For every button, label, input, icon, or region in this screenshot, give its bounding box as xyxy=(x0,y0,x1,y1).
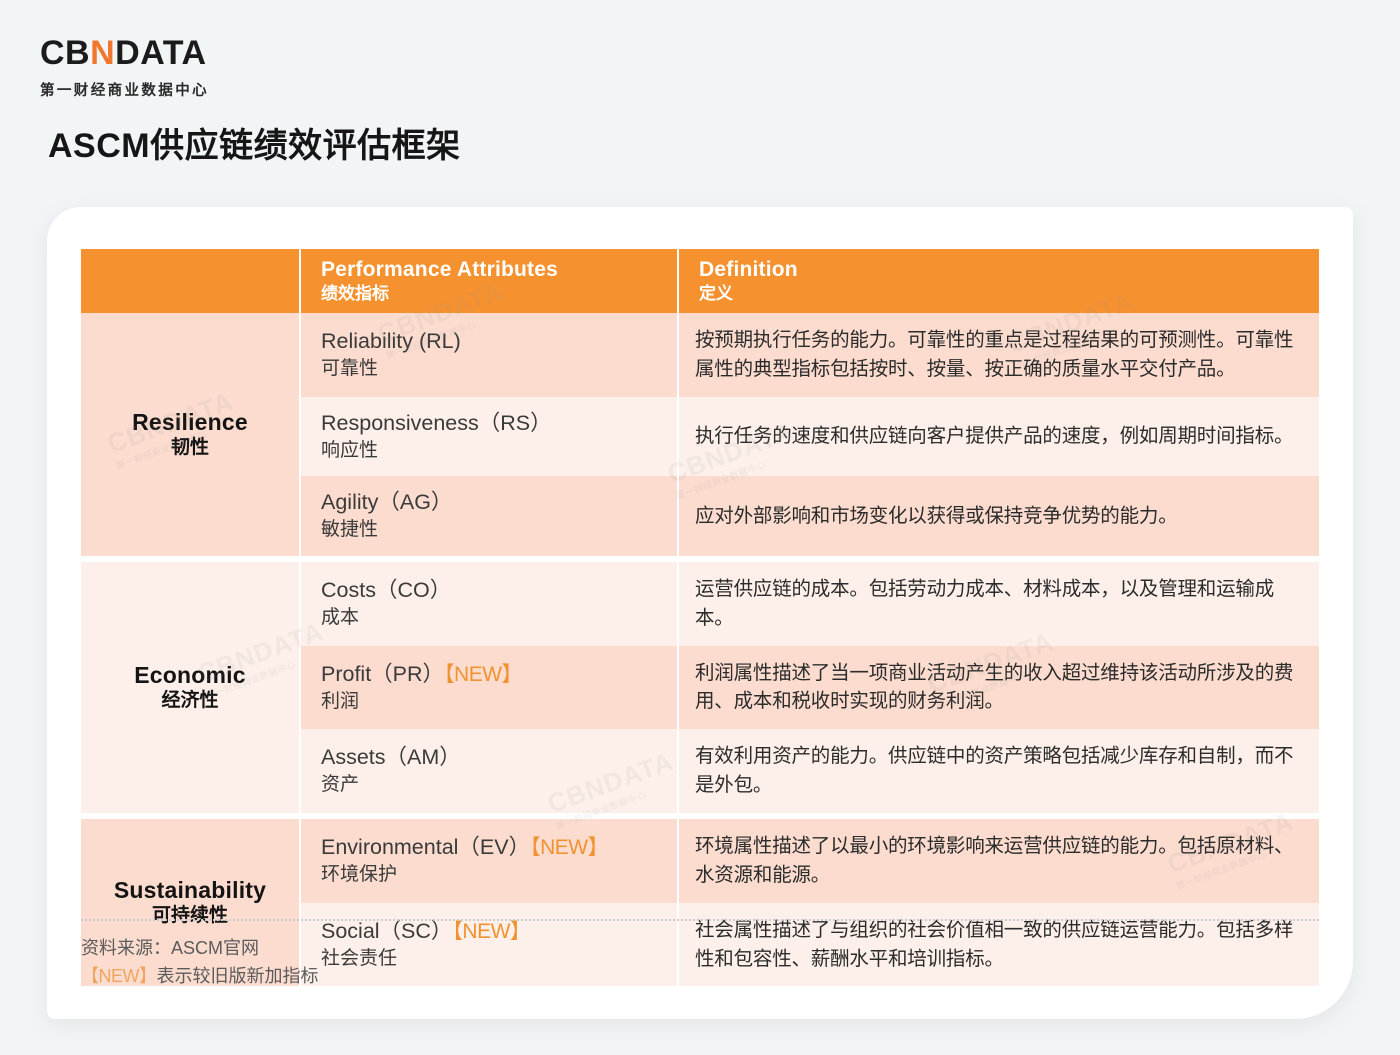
attribute-name-cn: 成本 xyxy=(321,606,360,628)
new-badge: 【NEW】 xyxy=(444,662,523,686)
definition-cell-assets: 有效利用资产的能力。供应链中的资产策略包括减少库存和自制，而不是外包。 xyxy=(677,729,1319,814)
attribute-cell-costs: Costs（CO） 成本 xyxy=(299,561,678,646)
header-definition-en: Definition xyxy=(699,258,798,281)
logo-word-part2: DATA xyxy=(115,34,207,72)
attribute-name-cn: 社会责任 xyxy=(321,947,398,969)
content-card: Performance Attributes 绩效指标 Definition 定… xyxy=(47,207,1353,1019)
definition-cell-reliability: 按预期执行任务的能力。可靠性的重点是过程结果的可预测性。可靠性属性的典型指标包括… xyxy=(677,313,1319,397)
attribute-name-cn: 可靠性 xyxy=(321,358,379,380)
category-label-cn: 可持续性 xyxy=(151,905,228,927)
definition-cell-costs: 运营供应链的成本。包括劳动力成本、材料成本，以及管理和运输成本。 xyxy=(677,561,1319,646)
footer-source: 资料来源：ASCM官网 【NEW】表示较旧版新加指标 xyxy=(81,935,319,991)
attribute-name-en: Agility（AG） xyxy=(321,490,453,515)
attribute-cell-assets: Assets（AM） 资产 xyxy=(299,729,678,814)
category-cell-resilience: Resilience 韧性 xyxy=(81,313,300,556)
definition-cell-responsiveness: 执行任务的速度和供应链向客户提供产品的速度，例如周期时间指标。 xyxy=(677,396,1319,477)
attribute-name-en: Environmental（EV）【NEW】 xyxy=(321,835,609,860)
attribute-name-en: Costs（CO） xyxy=(321,577,452,602)
performance-attributes-table: Performance Attributes 绩效指标 Definition 定… xyxy=(81,249,1319,987)
attribute-name-cn: 响应性 xyxy=(321,439,379,461)
footer-divider xyxy=(81,919,1319,921)
attribute-name-cn: 资产 xyxy=(321,774,360,796)
definition-cell-agility: 应对外部影响和市场变化以获得或保持竞争优势的能力。 xyxy=(677,476,1319,556)
category-label-cn: 韧性 xyxy=(170,437,209,459)
attribute-name-cn: 环境保护 xyxy=(321,864,398,886)
table-row: Resilience 韧性 Reliability (RL) 可靠性 按预期执行… xyxy=(81,313,1319,556)
definition-cell-environmental: 环境属性描述了以最小的环境影响来运营供应链的能力。包括原材料、水资源和能源。 xyxy=(677,819,1319,903)
header-definition-cn: 定义 xyxy=(699,283,733,303)
attribute-name-en: Assets（AM） xyxy=(321,745,461,770)
table-row: Sustainability 可持续性 Environmental（EV）【NE… xyxy=(81,819,1319,987)
source-line: 资料来源：ASCM官网 xyxy=(81,938,260,958)
new-badge: 【NEW】 xyxy=(530,836,609,860)
category-label-cn: 经济性 xyxy=(161,690,219,712)
attribute-cell-responsiveness: Responsiveness（RS） 响应性 xyxy=(299,396,678,477)
category-label-en: Resilience xyxy=(132,409,248,436)
legend-text: 表示较旧版新加指标 xyxy=(156,965,319,986)
logo-wordmark: CBNDATA xyxy=(40,36,209,70)
cbndata-logo: CBNDATA 第一财经商业数据中心 xyxy=(40,36,209,100)
header-attributes-cn: 绩效指标 xyxy=(321,283,389,303)
table-row: Profit（PR）【NEW】 利润 利润属性描述了当一项商业活动产生的收入超过… xyxy=(81,645,1319,730)
table-row: Agility（AG） 敏捷性 应对外部影响和市场变化以获得或保持竞争优势的能力… xyxy=(81,476,1319,556)
page-title: ASCM供应链绩效评估框架 xyxy=(48,127,461,165)
attribute-name-en: Responsiveness（RS） xyxy=(321,410,552,435)
definition-cell-social: 社会属性描述了与组织的社会价值相一致的供应链运营能力。包括多样性和包容性、薪酬水… xyxy=(677,902,1319,987)
category-label-en: Economic xyxy=(134,662,246,689)
table-row: Economic 经济性 Costs（CO） 成本 运营供应链的成本。包括劳动力… xyxy=(81,561,1319,814)
table-row: Social（SC）【NEW】 社会责任 社会属性描述了与组织的社会价值相一致的… xyxy=(81,902,1319,987)
header-cell-attributes: Performance Attributes 绩效指标 xyxy=(299,249,678,314)
header-cell-category xyxy=(81,249,300,314)
new-badge: 【NEW】 xyxy=(452,919,531,943)
header-attributes-en: Performance Attributes xyxy=(321,258,559,281)
attribute-name-en: Reliability (RL) xyxy=(321,329,461,354)
header-cell-definition: Definition 定义 xyxy=(677,249,1319,314)
logo-word-part1: CB xyxy=(40,34,91,72)
group-separator xyxy=(81,555,1319,562)
table-row: Responsiveness（RS） 响应性 执行任务的速度和供应链向客户提供产… xyxy=(81,396,1319,477)
attribute-cell-environmental: Environmental（EV）【NEW】 环境保护 xyxy=(299,819,678,903)
category-cell-economic: Economic 经济性 xyxy=(81,561,300,814)
attribute-cell-social: Social（SC）【NEW】 社会责任 xyxy=(299,902,678,987)
table-row: Assets（AM） 资产 有效利用资产的能力。供应链中的资产策略包括减少库存和… xyxy=(81,729,1319,814)
attribute-name-cn: 利润 xyxy=(321,690,360,712)
table-body: Performance Attributes 绩效指标 Definition 定… xyxy=(81,249,1319,987)
group-separator xyxy=(81,813,1319,820)
table-header-row: Performance Attributes 绩效指标 Definition 定… xyxy=(81,249,1319,314)
attribute-name-cn: 敏捷性 xyxy=(321,519,379,541)
category-cell-sustainability: Sustainability 可持续性 xyxy=(81,819,300,987)
definition-cell-profit: 利润属性描述了当一项商业活动产生的收入超过维持该活动所涉及的费用、成本和税收时实… xyxy=(677,645,1319,730)
logo-subtitle: 第一财经商业数据中心 xyxy=(40,83,209,99)
attribute-cell-reliability: Reliability (RL) 可靠性 xyxy=(299,313,678,397)
attribute-cell-profit: Profit（PR）【NEW】 利润 xyxy=(299,645,678,730)
new-badge-legend: 【NEW】 xyxy=(81,965,157,986)
attribute-cell-agility: Agility（AG） 敏捷性 xyxy=(299,476,678,556)
logo-word-accent: N xyxy=(90,34,116,72)
attribute-name-en: Social（SC）【NEW】 xyxy=(321,918,531,943)
legend-line: 【NEW】表示较旧版新加指标 xyxy=(81,963,319,991)
attribute-name-en: Profit（PR）【NEW】 xyxy=(321,661,523,686)
category-label-en: Sustainability xyxy=(113,877,267,904)
